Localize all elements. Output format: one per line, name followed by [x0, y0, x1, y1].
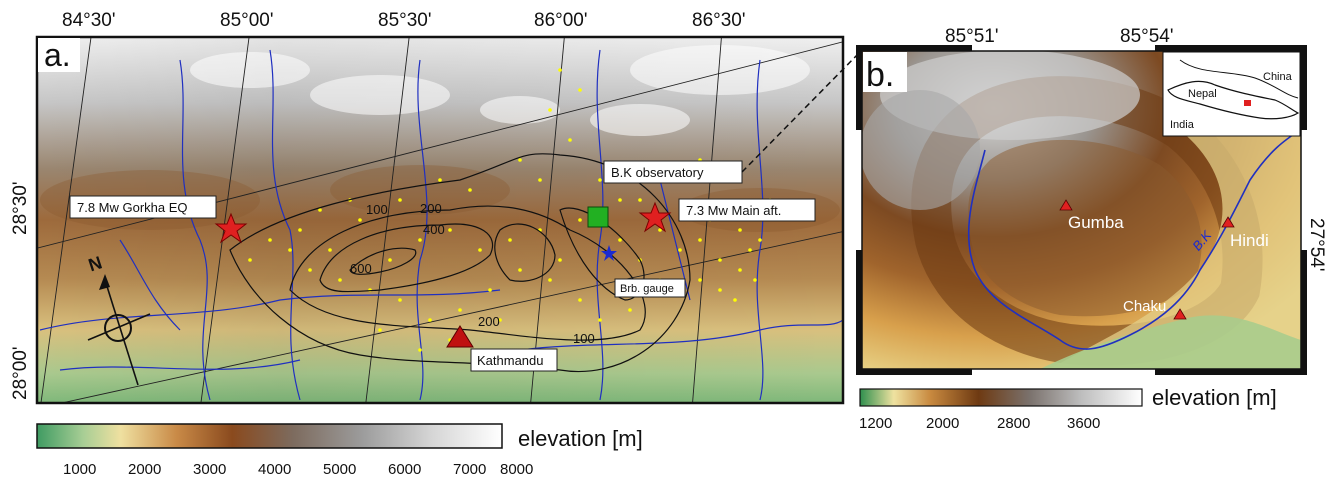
colorbar-a-ticks: 1000 2000 3000 4000 5000 6000 7000 8000: [63, 461, 533, 478]
place-hindi: Hindi: [1221, 216, 1269, 250]
colorbar-b: elevation [m] 1200 2000 2800 3600: [859, 385, 1277, 432]
brb-gauge: Brb. gauge: [601, 245, 686, 298]
colorbar-a: elevation [m] 1000 2000 3000 4000 5000 6…: [36, 423, 643, 478]
cb-b-tick: 2000: [926, 415, 959, 432]
cb-a-tick: 3000: [193, 461, 226, 478]
inset-nepal: Nepal: [1188, 88, 1217, 100]
colorbar-a-title: elevation [m]: [518, 426, 643, 451]
tick-27-54: 27°54': [1306, 218, 1327, 272]
gumba-label: Gumba: [1068, 213, 1124, 232]
tick-28-30: 28°30': [10, 182, 31, 236]
cb-b-tick: 3600: [1067, 415, 1100, 432]
gauge-star-icon: [601, 245, 617, 261]
cb-b-tick: 1200: [859, 415, 892, 432]
place-chaku: Chaku: [1123, 298, 1187, 320]
inset-india: India: [1170, 119, 1195, 131]
cb-a-tick: 4000: [258, 461, 291, 478]
tick-85-00: 85°00': [220, 10, 274, 31]
gauge-label: Brb. gauge: [620, 283, 674, 295]
hindi-label: Hindi: [1230, 231, 1269, 250]
panel-b-map: [856, 45, 1307, 375]
study-area-marker: [1244, 100, 1251, 106]
tick-84-30: 84°30': [62, 10, 116, 31]
tick-28-00: 28°00': [10, 347, 31, 401]
cb-a-tick: 7000: [453, 461, 486, 478]
nepal-outline: [1167, 80, 1300, 120]
tick-85-51: 85°51': [945, 26, 999, 47]
tick-86-30: 86°30': [692, 10, 746, 31]
north-arrow: N: [86, 252, 151, 386]
gorkha-label: 7.8 Mw Gorkha EQ: [77, 200, 188, 215]
contour-label-200-south: 200: [478, 314, 500, 329]
hindi-triangle-icon: [1221, 216, 1235, 228]
cb-a-tick: 5000: [323, 461, 356, 478]
contour-label-200: 200: [420, 201, 442, 216]
north-arrowhead-icon: [99, 274, 110, 290]
main-aftershock: 7.3 Mw Main aft.: [638, 198, 816, 233]
contour-labels: 100 200 400 600 200 100: [350, 201, 595, 346]
tick-85-54: 85°54': [1120, 26, 1174, 47]
kathmandu-label: Kathmandu: [477, 353, 544, 368]
cb-a-tick: 6000: [388, 461, 421, 478]
chaku-label: Chaku: [1123, 298, 1166, 315]
colorbar-b-title: elevation [m]: [1152, 385, 1277, 410]
place-gumba: Gumba: [1059, 199, 1124, 232]
contour-label-100: 100: [366, 202, 388, 217]
bk-observatory: B.K observatory: [587, 160, 743, 228]
main-aft-label: 7.3 Mw Main aft.: [686, 203, 781, 218]
inset-connector: [741, 49, 863, 173]
panel-a-letter: a.: [44, 37, 71, 73]
kathmandu: Kathmandu: [446, 325, 558, 372]
panel-b-letter-bg: [863, 52, 907, 92]
gumba-triangle-icon: [1059, 199, 1073, 211]
panel-a-letter-bg: [38, 38, 80, 72]
observatory-label: B.K observatory: [611, 165, 704, 180]
inset-china: China: [1263, 71, 1293, 83]
tick-86-00: 86°00': [534, 10, 588, 31]
contour-label-400: 400: [423, 222, 445, 237]
gorkha-star-icon: [214, 212, 248, 244]
city-triangle-icon: [446, 325, 474, 348]
cb-a-tick: 2000: [128, 461, 161, 478]
gorkha-epicenter: 7.8 Mw Gorkha EQ: [69, 195, 248, 244]
aftershock-star-icon: [638, 201, 672, 233]
tick-85-30: 85°30': [378, 10, 432, 31]
contour-label-100-south: 100: [573, 331, 595, 346]
locator-inset: China Nepal India: [1162, 51, 1301, 137]
rivers: [39, 49, 843, 401]
panel-b-frame: [861, 50, 1302, 370]
panel-a-top-ticks: 84°30' 85°00' 85°30' 86°00' 86°30': [62, 10, 746, 31]
north-label: N: [86, 252, 105, 275]
panel-a-frame: [35, 35, 845, 405]
snow-peaks: [190, 45, 810, 136]
chaku-triangle-icon: [1173, 308, 1187, 320]
observatory-square-icon: [587, 206, 609, 228]
panel-b-frame-bars: [856, 45, 1307, 375]
bk-river: [967, 129, 1301, 350]
cb-a-tick: 1000: [63, 461, 96, 478]
contour-label-600: 600: [350, 261, 372, 276]
cb-b-tick: 2800: [997, 415, 1030, 432]
cb-a-tick: 8000: [500, 461, 533, 478]
panel-b-letter: b.: [866, 56, 894, 94]
